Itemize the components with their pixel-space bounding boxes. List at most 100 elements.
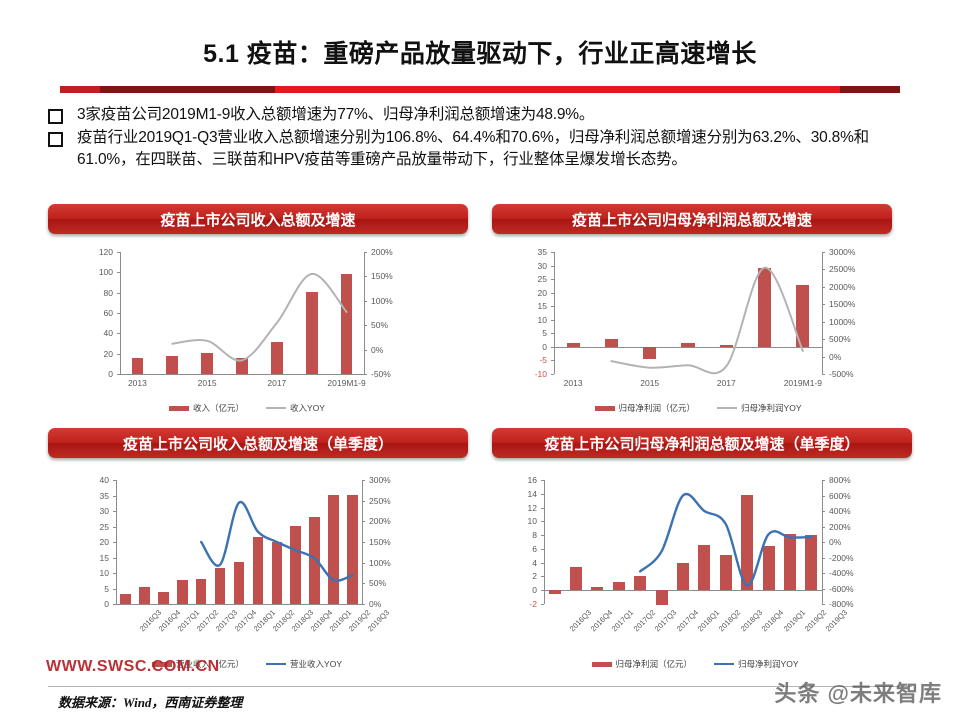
y2-axis-tick — [822, 339, 825, 341]
bullet-list: 3家疫苗公司2019M1-9收入总额增速为77%、归母净利润总额增速为48.9%… — [48, 104, 918, 172]
y-axis-tick-label: 60 — [103, 308, 113, 318]
bar — [741, 495, 754, 591]
y-axis-tick — [541, 590, 544, 592]
y-axis-tick — [551, 360, 554, 362]
legend-label: 收入（亿元） — [193, 403, 245, 413]
y-axis-tick — [551, 279, 554, 281]
y2-axis-tick — [822, 356, 825, 358]
chart-legend: 营业收入（亿元） 营业收入YOY — [92, 658, 402, 670]
y2-axis-tick — [362, 583, 365, 585]
bar — [758, 268, 772, 347]
y-axis-tick-label: 35 — [537, 247, 547, 257]
y2-axis-tick — [822, 374, 825, 375]
legend-item: 营业收入YOY — [266, 658, 342, 670]
y2-axis-tick — [364, 374, 367, 375]
bar — [762, 546, 775, 591]
right-axis-spine — [822, 252, 823, 374]
y2-axis-tick-label: 0% — [829, 537, 842, 547]
bar — [783, 533, 796, 591]
left-axis-spine — [120, 252, 121, 374]
bar — [796, 284, 810, 347]
bullet-square-icon — [48, 109, 63, 124]
y2-axis-tick — [362, 480, 365, 481]
bar — [236, 357, 248, 374]
bar — [120, 594, 131, 604]
y-axis-tick — [551, 319, 554, 321]
y2-axis-tick-label: 2000% — [829, 281, 856, 292]
list-item: 3家疫苗公司2019M1-9收入总额增速为77%、归母净利润总额增速为48.9%… — [48, 104, 918, 125]
bar — [214, 568, 226, 604]
y-axis-tick — [551, 374, 554, 375]
bar — [195, 578, 207, 604]
y-axis-tick — [117, 313, 120, 314]
y-axis-tick-label: 0 — [108, 369, 113, 379]
y-axis-tick-label: 20 — [99, 537, 109, 547]
y-axis-tick — [113, 480, 116, 481]
y-axis-tick-label: 10 — [527, 516, 537, 527]
bar — [643, 346, 657, 360]
y-axis-tick-label: 30 — [537, 260, 547, 271]
chart-profit-quarterly: -2 0 2 4 6 8 10 12 14 16 -800% -600% -400% -200% 0% 200… — [520, 472, 870, 670]
y2-axis-tick — [822, 286, 825, 288]
bar — [340, 274, 353, 374]
page-title: 5.1 疫苗：重磅产品放量驱动下，行业正高速增长 — [203, 40, 757, 68]
y2-axis-tick — [822, 480, 825, 481]
y2-axis-tick — [362, 604, 365, 605]
y-axis-tick-label: 80 — [103, 287, 113, 298]
y2-axis-tick — [364, 300, 367, 302]
y2-axis-tick-label: 1500% — [829, 299, 856, 310]
y2-axis-tick-label: -50% — [371, 369, 391, 379]
legend-item: 营业收入（亿元） — [152, 658, 244, 670]
y-axis-tick-label: -2 — [529, 599, 537, 609]
zero-baseline — [120, 374, 364, 375]
chart-profit-annual: -10 -5 0 5 10 15 20 25 30 35 -500% 0% 500% 1000% 1500%… — [528, 244, 868, 414]
left-axis-spine — [544, 480, 545, 604]
bar — [139, 586, 150, 604]
legend-bar-swatch — [591, 661, 612, 667]
bar — [158, 592, 169, 604]
y-axis-tick — [541, 535, 544, 537]
bar — [570, 566, 583, 591]
y2-axis-tick-label: 300% — [369, 475, 391, 485]
bar — [176, 580, 188, 604]
chart-revenue-quarterly: 0 5 10 15 20 25 30 35 40 0% 50% 100% 150% 200% 250% 300… — [92, 472, 402, 670]
chart-title-revenue-annual: 疫苗上市公司收入总额及增速 — [48, 204, 468, 234]
trend-line — [171, 273, 348, 362]
y-axis-tick — [551, 292, 554, 294]
y2-axis-tick-label: 2500% — [829, 264, 856, 275]
trend-line — [610, 266, 804, 375]
y-axis-tick — [541, 521, 544, 523]
y-axis-tick-label: 15 — [537, 301, 547, 312]
y-axis-tick-label: 6 — [532, 543, 537, 554]
y2-axis-tick-label: 150% — [371, 271, 393, 282]
y2-axis-tick-label: 50% — [369, 578, 387, 589]
y2-axis-tick — [822, 557, 825, 559]
y-axis-tick-label: 40 — [103, 328, 113, 339]
y-axis-tick — [117, 333, 120, 335]
bullet-text: 疫苗行业2019Q1-Q3营业收入总额增速分别为106.8%、64.4%和70.… — [77, 129, 869, 168]
y-axis-tick — [551, 333, 554, 335]
chart-title-revenue-quarterly: 疫苗上市公司收入总额及增速（单季度） — [48, 428, 468, 458]
title-divider — [60, 86, 900, 93]
y2-axis-tick — [822, 495, 825, 497]
legend-line-swatch — [717, 407, 738, 409]
bar — [270, 342, 283, 374]
left-axis-spine — [116, 480, 117, 604]
y-axis-tick-label: 5 — [542, 328, 547, 339]
chart-title-profit-quarterly: 疫苗上市公司归母净利润总额及增速（单季度） — [492, 428, 912, 458]
legend-bar-swatch — [594, 405, 615, 411]
bar — [328, 494, 339, 604]
y-axis-tick-label: 10 — [537, 314, 547, 325]
x-axis-tick-label: 2015 — [197, 378, 217, 388]
bar — [677, 563, 689, 591]
y-axis-tick — [541, 604, 544, 605]
y2-axis-tick-label: 50% — [371, 320, 389, 331]
y-axis-tick-label: -5 — [539, 355, 547, 366]
trend-line — [639, 492, 813, 587]
y-axis-tick — [117, 272, 120, 274]
bar — [681, 342, 695, 347]
y-axis-tick-label: 25 — [537, 274, 547, 285]
y-axis-tick-label: 16 — [527, 475, 537, 485]
y2-axis-tick-label: -400% — [829, 568, 854, 578]
y2-axis-tick — [822, 269, 825, 271]
